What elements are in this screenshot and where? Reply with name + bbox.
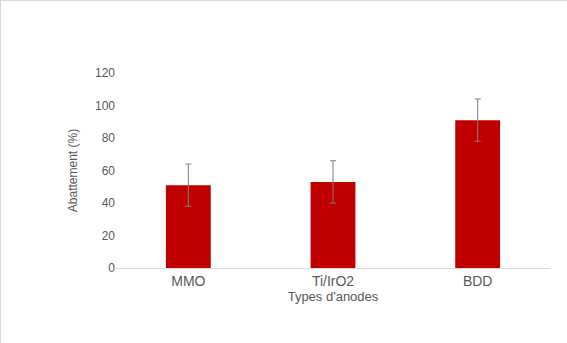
svg-text:Ti/IrO2: Ti/IrO2 xyxy=(312,273,354,289)
svg-text:40: 40 xyxy=(102,196,116,210)
svg-text:Types d'anodes: Types d'anodes xyxy=(288,289,379,304)
svg-text:20: 20 xyxy=(102,229,116,243)
svg-text:MMO: MMO xyxy=(171,273,205,289)
svg-text:80: 80 xyxy=(102,131,116,145)
svg-text:BDD: BDD xyxy=(463,273,493,289)
svg-text:0: 0 xyxy=(108,261,115,275)
svg-text:Abattement (%): Abattement (%) xyxy=(66,129,80,212)
svg-text:60: 60 xyxy=(102,164,116,178)
svg-text:100: 100 xyxy=(95,99,115,113)
svg-text:120: 120 xyxy=(95,66,115,80)
